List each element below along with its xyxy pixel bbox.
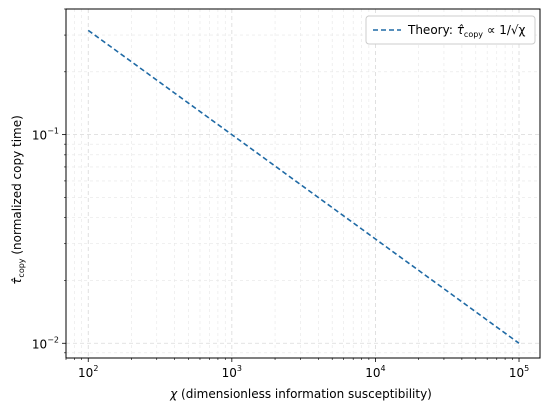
legend-box — [365, 15, 536, 45]
x-tick-label: 105 — [509, 364, 529, 380]
x-tick-label: 102 — [78, 364, 98, 380]
y-tick-label: 10−2 — [32, 335, 59, 351]
series-line-0 — [87, 29, 520, 344]
legend-tau: τ̂ — [457, 23, 465, 37]
x-axis-label-rest: (dimensionless information susceptibilit… — [177, 387, 432, 401]
legend-entry: Theory: τ̂copy ∝ 1/√χ — [407, 23, 526, 39]
y-axis-label-rest: (normalized copy time) — [10, 115, 24, 258]
x-axis-label-chi: χ — [169, 387, 178, 401]
y-tick-label: 10−1 — [32, 127, 59, 143]
plot-frame — [65, 8, 541, 359]
y-axis-label-tau: τ̂ — [10, 277, 24, 285]
ticks-layer: 102 103 104 105 10−2 10−1 — [32, 8, 529, 380]
x-tick-label: 104 — [365, 364, 385, 380]
legend-prefix: Theory: — [407, 23, 457, 37]
legend-sub: copy — [464, 30, 483, 39]
x-tick-label: 103 — [222, 364, 242, 380]
y-axis-label: τ̂copy (normalized copy time) — [10, 115, 26, 285]
series-layer — [87, 29, 520, 344]
grid — [65, 8, 540, 358]
legend-suffix: ∝ 1/√χ — [483, 23, 526, 37]
legend: Theory: τ̂copy ∝ 1/√χ — [365, 15, 536, 45]
y-axis-label-sub: copy — [17, 258, 26, 277]
x-axis-label: χ (dimensionless information susceptibil… — [169, 387, 432, 401]
